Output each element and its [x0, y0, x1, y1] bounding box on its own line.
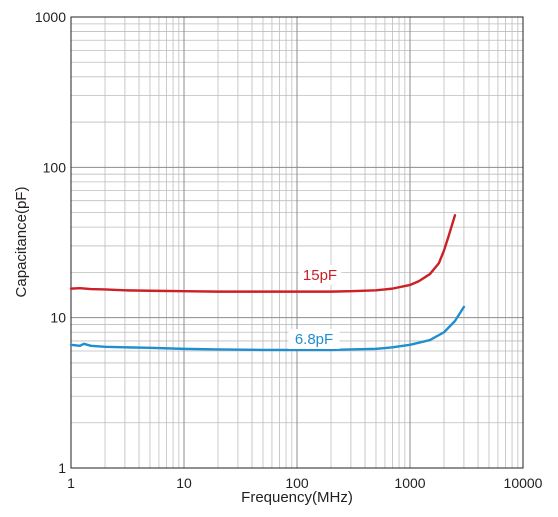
x-axis-title: Frequency(MHz) — [241, 489, 353, 506]
minor-gridlines — [71, 17, 523, 468]
y-tick-labels: 1 10 100 1000 — [35, 9, 66, 476]
x-tick-label: 10 — [176, 475, 192, 491]
x-tick-label: 100 — [285, 475, 309, 491]
x-tick-label: 1000 — [394, 475, 425, 491]
series-label-background — [288, 329, 340, 349]
y-tick-label: 100 — [43, 159, 67, 175]
y-tick-label: 1 — [58, 460, 66, 476]
series-label: 6.8pF — [295, 331, 333, 348]
series-label: 15pF — [303, 267, 337, 284]
x-tick-label: 10000 — [504, 475, 543, 491]
y-tick-label: 10 — [50, 310, 66, 326]
plot-frame — [70, 16, 524, 469]
series-line-15pf — [69, 214, 457, 293]
series-line-6-8pf — [69, 305, 466, 352]
y-axis-title: Capacitance(pF) — [13, 187, 30, 298]
x-tick-label: 1 — [67, 475, 75, 491]
y-tick-label: 1000 — [35, 9, 66, 25]
series-layer: 15pF 6.8pF — [69, 214, 466, 352]
x-tick-labels: 1 10 100 1000 10000 — [67, 475, 543, 491]
series-label-background — [298, 265, 342, 285]
